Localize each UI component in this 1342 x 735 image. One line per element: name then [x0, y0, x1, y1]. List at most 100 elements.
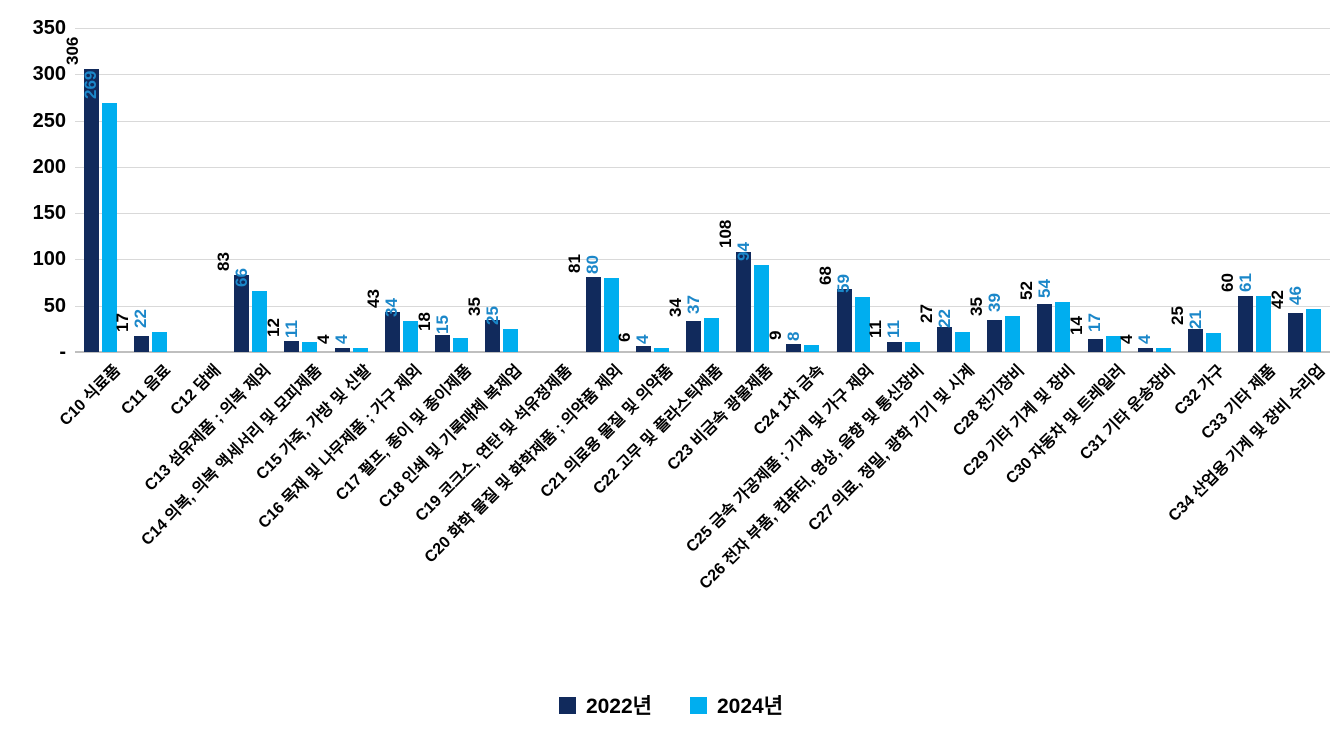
bar-2024년-C31: [1155, 348, 1171, 352]
y-tick-label-0: -: [59, 341, 66, 363]
value-label-2022년-C24: 9: [765, 330, 785, 340]
bar-2022년-C13: [234, 275, 250, 352]
value-label-2024년-C30: 17: [1085, 313, 1105, 333]
value-label-2024년-C24: 8: [783, 331, 803, 341]
value-label-2022년-C17: 18: [414, 312, 434, 332]
value-label-2022년-C26: 11: [866, 319, 886, 338]
value-label-2024년-C23: 94: [733, 242, 753, 261]
value-label-2022년-C25: 68: [816, 266, 836, 286]
x-category-label: C25 금속 가공제품 ; 기계 및 가구 제외: [683, 362, 878, 556]
bar-2022년-C22: [686, 320, 701, 352]
bar-2024년-C14: [302, 341, 318, 352]
bar-2024년-C16: [402, 320, 418, 352]
value-label-2022년-C21: 6: [615, 332, 635, 343]
value-label-2022년-C15: 4: [314, 334, 334, 345]
value-label-2022년-C16: 43: [364, 289, 384, 309]
value-label-2024년-C14: 11: [281, 319, 301, 338]
bar-2022년-C16: [384, 312, 400, 352]
bar-2024년-C30: [1105, 336, 1121, 352]
bar-2022년-C24: [786, 343, 802, 352]
legend-swatch-2022: [558, 696, 576, 714]
bar-2024년-C34: [1306, 309, 1322, 352]
value-label-2022년-C11: 17: [113, 313, 133, 333]
value-label-2024년-C31: 4: [1135, 334, 1155, 345]
value-label-2024년-C15: 4: [332, 334, 352, 345]
legend: 2022년 2024년: [0, 690, 1342, 720]
gridline-200: [75, 166, 1330, 168]
bar-2024년-C20: [603, 277, 619, 352]
value-label-2024년-C33: 61: [1235, 272, 1255, 292]
bar-2022년-C29: [1037, 303, 1053, 352]
value-label-2022년-C14: 12: [263, 317, 283, 337]
legend-swatch-2024: [690, 696, 707, 714]
bar-2022년-C10: [83, 68, 99, 352]
bar-2024년-C24: [804, 344, 820, 352]
gridline-50: [75, 305, 1330, 307]
bar-2024년-C32: [1206, 332, 1221, 352]
value-label-2022년-C27: 27: [916, 304, 936, 323]
value-label-2024년-C32: 21: [1185, 309, 1205, 329]
y-tick-label-300: 300: [32, 63, 66, 86]
x-category-label: C10 식료품: [56, 362, 125, 430]
bar-2022년-C26: [886, 341, 902, 352]
bar-2022년-C25: [836, 289, 852, 352]
legend-item-2024: 2024년: [690, 690, 783, 720]
bar-2022년-C20: [585, 277, 601, 352]
value-label-2022년-C22: 34: [665, 297, 685, 317]
value-label-2024년-C17: 15: [432, 315, 452, 335]
bar-2024년-C13: [252, 290, 268, 352]
value-label-2024년-C16: 34: [382, 297, 402, 317]
value-label-2022년-C32: 25: [1167, 305, 1187, 325]
legend-label-2022: 2022년: [585, 695, 652, 718]
value-label-2024년-C28: 39: [984, 292, 1004, 312]
value-label-2024년-C27: 22: [934, 308, 954, 328]
bar-2022년-C15: [334, 348, 350, 352]
bar-2022년-C33: [1238, 296, 1254, 352]
bar-2022년-C32: [1188, 328, 1203, 352]
x-category-label: C31 기타 운송장비: [1076, 362, 1179, 464]
bar-2022년-C14: [284, 340, 300, 352]
bar-2024년-C17: [453, 338, 468, 352]
value-label-2022년-C23: 108: [715, 219, 735, 249]
gridline-100: [75, 259, 1330, 261]
value-label-2022년-C28: 35: [966, 296, 986, 316]
bar-2022년-C31: [1137, 348, 1153, 352]
y-tick-label-250: 250: [32, 109, 66, 132]
value-label-2024년-C29: 54: [1034, 279, 1054, 298]
x-category-label: C14 의복, 의복 액세서리 및 모피제품: [137, 362, 325, 549]
value-label-2024년-C21: 4: [633, 334, 653, 345]
value-label-2022년-C30: 14: [1067, 316, 1087, 336]
legend-label-2024: 2024년: [717, 695, 784, 718]
bar-2024년-C11: [151, 331, 167, 352]
value-label-2022년-C33: 60: [1217, 273, 1237, 293]
value-label-2022년-C20: 81: [565, 254, 585, 274]
bar-2022년-C23: [736, 252, 752, 352]
gridline-300: [75, 74, 1330, 76]
value-label-2024년-C11: 22: [131, 308, 151, 328]
bar-2024년-C26: [904, 341, 920, 352]
y-tick-label-100: 100: [32, 248, 66, 271]
bar-2024년-C29: [1055, 302, 1071, 352]
value-label-2024년-C22: 37: [683, 294, 703, 314]
value-label-2024년-C34: 46: [1285, 286, 1305, 306]
y-tick-label-50: 50: [43, 294, 66, 317]
value-label-2022년-C29: 52: [1016, 280, 1036, 300]
bar-2024년-C15: [352, 348, 368, 352]
y-tick-label-200: 200: [32, 155, 66, 178]
value-label-2024년-C18: 25: [482, 305, 502, 325]
gridline-350: [75, 28, 1330, 29]
bar-2022년-C28: [987, 319, 1003, 352]
value-label-2024년-C20: 80: [583, 255, 603, 274]
bar-2024년-C28: [1005, 315, 1021, 352]
y-tick-label-150: 150: [32, 202, 66, 225]
bar-2024년-C33: [1256, 295, 1272, 352]
bar-2024년-C27: [955, 331, 970, 352]
value-label-2022년-C31: 4: [1117, 334, 1137, 345]
bar-2022년-C27: [937, 327, 952, 352]
bar-2024년-C21: [653, 348, 669, 352]
value-label-2024년-C13: 66: [231, 267, 251, 287]
value-label-2022년-C18: 35: [464, 296, 484, 316]
bar-2022년-C30: [1087, 339, 1103, 352]
bar-2024년-C23: [754, 264, 770, 352]
